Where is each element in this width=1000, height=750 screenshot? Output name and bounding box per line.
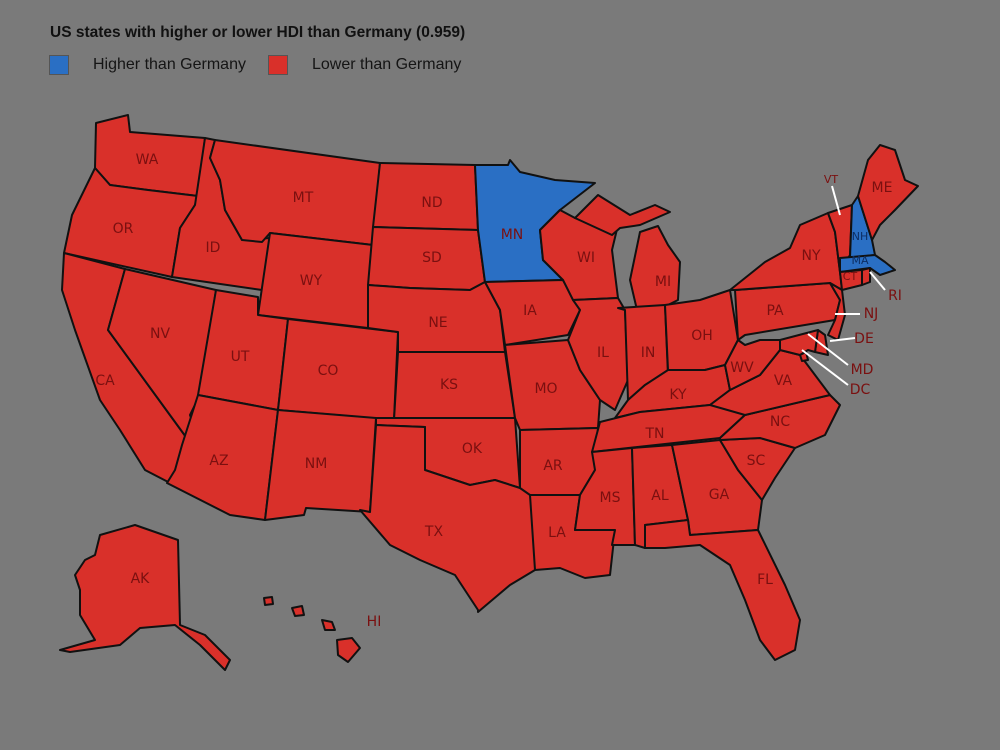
label-UT: UT bbox=[231, 349, 250, 365]
label-WY: WY bbox=[300, 273, 323, 289]
label-NM: NM bbox=[305, 456, 328, 472]
state-HI-big[interactable] bbox=[336, 637, 361, 663]
legend: Higher than Germany Lower than Germany bbox=[49, 55, 483, 75]
label-TN: TN bbox=[644, 426, 664, 442]
label-IL: IL bbox=[597, 345, 609, 361]
label-NY: NY bbox=[801, 248, 820, 264]
label-SD: SD bbox=[422, 250, 442, 266]
state-TX[interactable] bbox=[359, 424, 536, 613]
label-FL: FL bbox=[757, 572, 773, 588]
state-ME[interactable] bbox=[857, 144, 919, 241]
label-IN: IN bbox=[641, 345, 656, 361]
label-DE: DE bbox=[854, 331, 874, 347]
label-OK: OK bbox=[462, 441, 483, 457]
label-AZ: AZ bbox=[209, 453, 228, 469]
state-RI[interactable] bbox=[861, 267, 871, 286]
label-KS: KS bbox=[440, 377, 458, 393]
label-ME: ME bbox=[872, 180, 893, 196]
state-FL[interactable] bbox=[644, 519, 801, 661]
label-WA: WA bbox=[136, 152, 159, 168]
label-NJ: NJ bbox=[864, 306, 879, 322]
state-labels: WA OR CA ID NV MT WY UT AZ CO NM ND SD N… bbox=[95, 152, 902, 630]
state-PA[interactable] bbox=[734, 282, 841, 341]
state-MI[interactable] bbox=[629, 225, 681, 311]
state-HI-maui[interactable] bbox=[321, 619, 336, 631]
label-CT: CT bbox=[843, 270, 858, 283]
label-MA: MA bbox=[851, 254, 868, 267]
label-TX: TX bbox=[424, 524, 444, 540]
label-MI: MI bbox=[655, 274, 671, 290]
state-NH[interactable] bbox=[849, 195, 876, 259]
label-MD: MD bbox=[851, 362, 874, 378]
state-NJ[interactable] bbox=[827, 282, 846, 341]
state-HI-oahu[interactable] bbox=[291, 605, 305, 617]
state-WI[interactable] bbox=[539, 209, 619, 301]
label-NH: NH bbox=[852, 230, 869, 243]
label-NV: NV bbox=[150, 326, 170, 342]
label-WI: WI bbox=[577, 250, 595, 266]
label-AK: AK bbox=[131, 571, 151, 587]
state-IL[interactable] bbox=[567, 297, 629, 411]
label-MS: MS bbox=[600, 490, 621, 506]
state-HI-kauai[interactable] bbox=[263, 596, 274, 606]
label-SC: SC bbox=[747, 453, 766, 469]
label-HI: HI bbox=[367, 614, 382, 630]
label-VA: VA bbox=[774, 373, 793, 389]
state-AK[interactable] bbox=[59, 524, 231, 671]
legend-label-lower: Lower than Germany bbox=[311, 56, 462, 73]
label-AR: AR bbox=[543, 458, 563, 474]
label-GA: GA bbox=[709, 487, 730, 503]
label-DC: DC bbox=[850, 382, 871, 398]
leader-lines bbox=[801, 185, 886, 386]
legend-swatch-higher bbox=[49, 55, 69, 75]
label-ID: ID bbox=[206, 240, 221, 256]
label-LA: LA bbox=[548, 525, 566, 541]
legend-label-higher: Higher than Germany bbox=[93, 56, 246, 73]
label-NE: NE bbox=[428, 315, 447, 331]
label-VT: VT bbox=[824, 173, 839, 186]
label-IA: IA bbox=[523, 303, 537, 319]
label-OH: OH bbox=[691, 328, 713, 344]
state-MI-UP[interactable] bbox=[574, 194, 671, 236]
label-CO: CO bbox=[318, 363, 339, 379]
map-title: US states with higher or lower HDI than … bbox=[50, 24, 466, 41]
label-KY: KY bbox=[669, 387, 687, 403]
state-MD[interactable] bbox=[779, 329, 819, 356]
label-CA: CA bbox=[95, 373, 115, 389]
state-NC[interactable] bbox=[719, 394, 841, 449]
state-NY[interactable] bbox=[729, 212, 843, 291]
label-RI: RI bbox=[888, 288, 902, 304]
label-ND: ND bbox=[421, 195, 442, 211]
label-MN: MN bbox=[501, 227, 524, 243]
label-MT: MT bbox=[293, 190, 314, 206]
label-PA: PA bbox=[766, 303, 784, 319]
label-MO: MO bbox=[534, 381, 557, 397]
legend-swatch-lower bbox=[267, 55, 288, 75]
label-WV: WV bbox=[730, 360, 754, 376]
label-OR: OR bbox=[113, 221, 134, 237]
label-AL: AL bbox=[651, 488, 669, 504]
label-NC: NC bbox=[770, 414, 790, 430]
